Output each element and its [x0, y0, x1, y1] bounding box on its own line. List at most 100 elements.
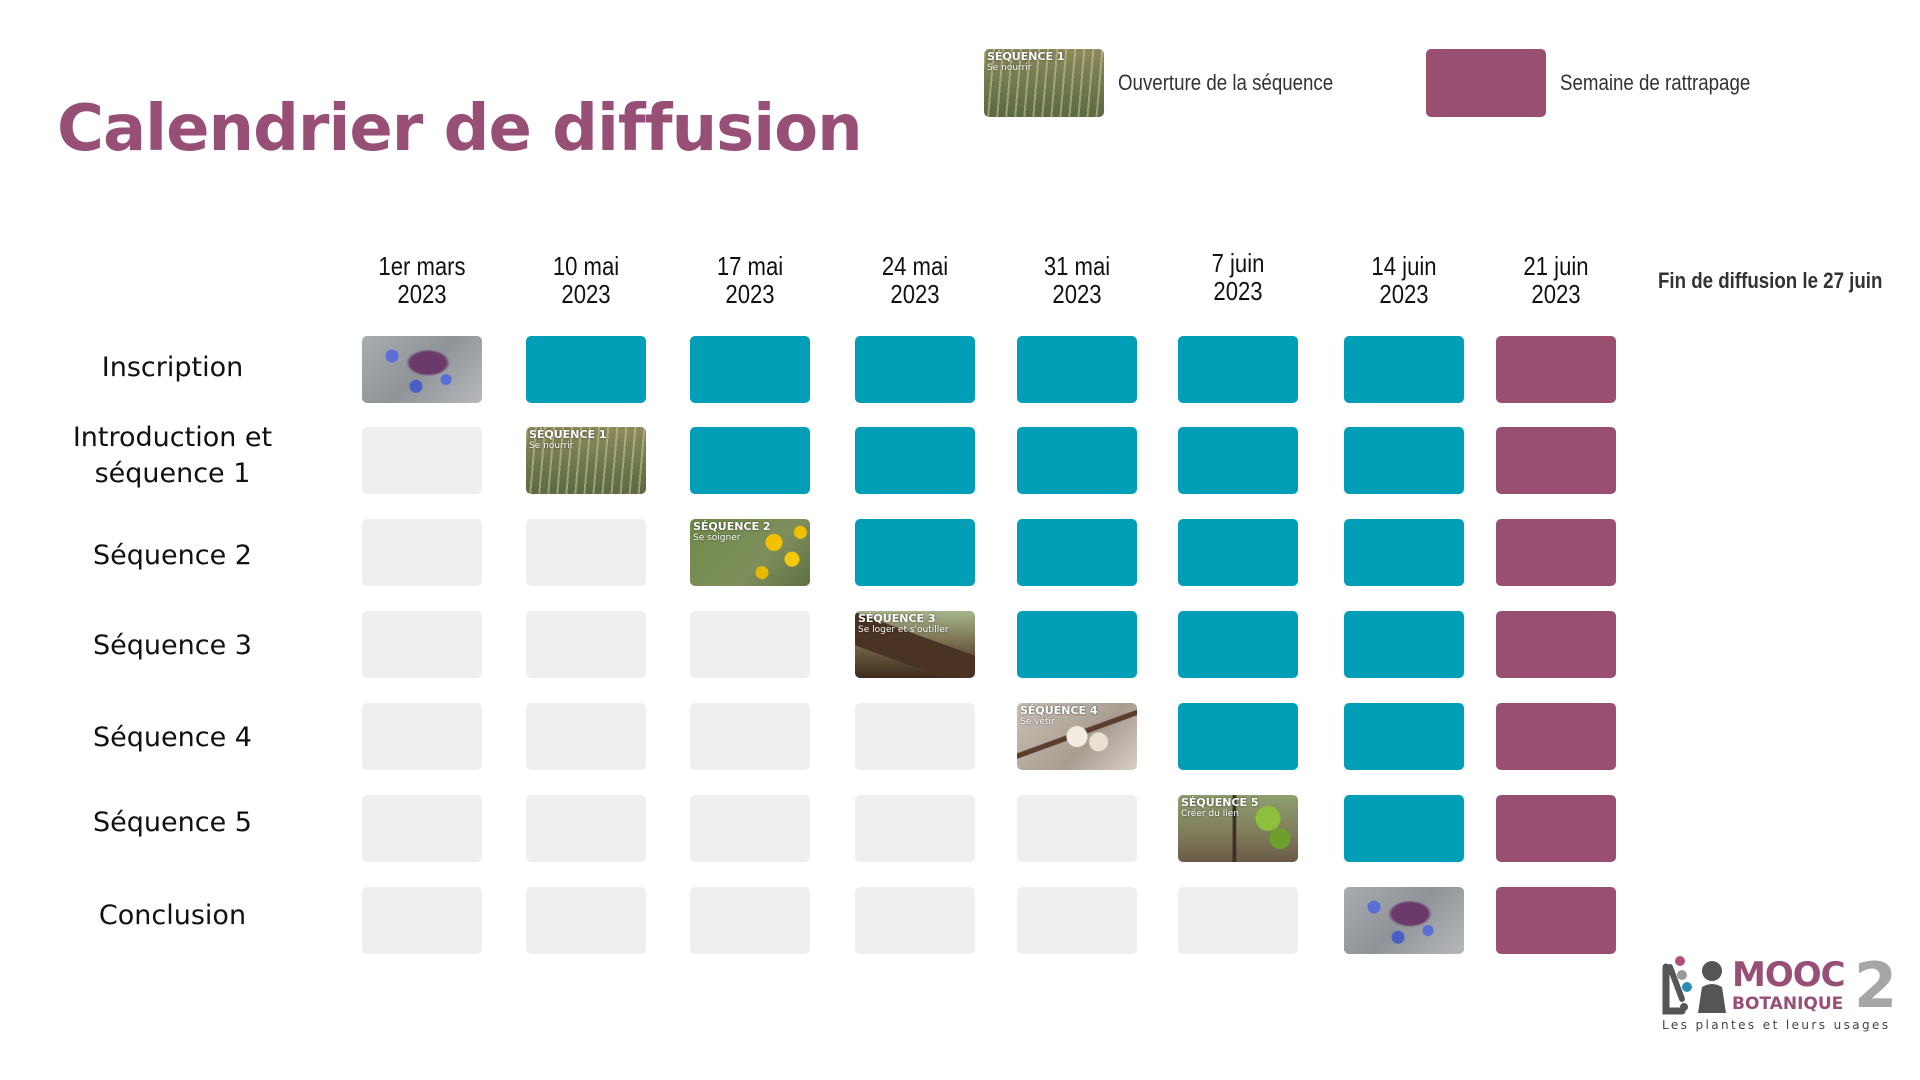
- row-label: Conclusion: [98, 900, 247, 931]
- thumbnail-title: SÉQUENCE 5: [1181, 796, 1259, 809]
- column-header: 31 mai 2023: [1018, 252, 1137, 308]
- open-week-cell: [1178, 336, 1298, 403]
- empty-week-cell: [690, 795, 810, 862]
- column-header: 24 mai 2023: [856, 252, 975, 308]
- column-header: 21 juin 2023: [1497, 252, 1616, 308]
- column-header-date: 17 mai: [716, 251, 784, 281]
- empty-week-cell: [362, 887, 482, 954]
- open-week-cell: [1017, 427, 1137, 494]
- mooc-logo: MOOC BOTANIQUE 2 Les plantes et leurs us…: [1660, 949, 1900, 1035]
- thumbnail-title: SÉQUENCE 2: [693, 520, 771, 533]
- sequence-opening-thumbnail: SÉQUENCE 4 Se vêtir: [1017, 703, 1137, 770]
- column-header-date: 10 mai: [552, 251, 620, 281]
- column-header: 7 juin 2023: [1179, 249, 1298, 305]
- sequence-opening-thumbnail: SÉQUENCE 5 Créer du lien: [1178, 795, 1298, 862]
- logo-botanique: BOTANIQUE: [1732, 994, 1844, 1014]
- empty-week-cell: [855, 703, 975, 770]
- empty-week-cell: [526, 611, 646, 678]
- column-header-year: 2023: [397, 279, 447, 309]
- open-week-cell: [1344, 519, 1464, 586]
- logo-mooc: MOOC: [1732, 955, 1846, 995]
- row-label: Introduction et séquence 1: [72, 422, 273, 489]
- column-header-year: 2023: [1213, 276, 1263, 306]
- column-header: 10 mai 2023: [527, 252, 646, 308]
- column-header-date: 21 juin: [1523, 251, 1589, 281]
- open-week-cell: [1344, 611, 1464, 678]
- open-week-cell: [690, 427, 810, 494]
- column-header-date: 24 mai: [881, 251, 949, 281]
- empty-week-cell: [1017, 795, 1137, 862]
- sequence-opening-thumbnail: [362, 336, 482, 403]
- column-header: 14 juin 2023: [1345, 252, 1464, 308]
- empty-week-cell: [362, 795, 482, 862]
- page-title: Calendrier de diffusion: [57, 92, 863, 166]
- thumbnail-subtitle: Se vêtir: [1020, 717, 1055, 727]
- catchup-week-cell: [1496, 427, 1616, 494]
- open-week-cell: [1017, 519, 1137, 586]
- sequence-opening-thumbnail: SÉQUENCE 3 Se loger et s'outiller: [855, 611, 975, 678]
- logo-number: 2: [1854, 949, 1898, 1022]
- sequence-opening-thumbnail: SÉQUENCE 2 Se soigner: [690, 519, 810, 586]
- thumbnail-subtitle: Se loger et s'outiller: [858, 625, 949, 635]
- open-week-cell: [1178, 427, 1298, 494]
- row-label: Séquence 4: [93, 722, 252, 753]
- open-week-cell: [1178, 519, 1298, 586]
- open-week-cell: [855, 519, 975, 586]
- legend-swatch-sub: Se nourrir: [987, 63, 1032, 73]
- empty-week-cell: [362, 519, 482, 586]
- column-header-date: 1er mars: [378, 251, 466, 281]
- open-week-cell: [1017, 611, 1137, 678]
- thumbnail-title: SÉQUENCE 4: [1020, 704, 1098, 717]
- catchup-week-cell: [1496, 336, 1616, 403]
- empty-week-cell: [526, 519, 646, 586]
- empty-week-cell: [526, 703, 646, 770]
- catchup-week-cell: [1496, 887, 1616, 954]
- thumbnail-subtitle: Se nourrir: [529, 441, 574, 451]
- column-header-date: 31 mai: [1043, 251, 1111, 281]
- empty-week-cell: [855, 795, 975, 862]
- open-week-cell: [690, 336, 810, 403]
- legend-opening-label: Ouverture de la séquence: [1118, 70, 1334, 95]
- column-header-year: 2023: [1052, 279, 1102, 309]
- column-header-year: 2023: [1531, 279, 1581, 309]
- empty-week-cell: [526, 887, 646, 954]
- legend-catchup-label: Semaine de rattrapage: [1560, 70, 1751, 95]
- column-header-year: 2023: [890, 279, 940, 309]
- column-header-year: 2023: [1379, 279, 1429, 309]
- sequence-opening-thumbnail: [1344, 887, 1464, 954]
- empty-week-cell: [690, 887, 810, 954]
- empty-week-cell: [690, 703, 810, 770]
- empty-week-cell: [690, 611, 810, 678]
- catchup-week-cell: [1496, 795, 1616, 862]
- open-week-cell: [1344, 427, 1464, 494]
- thumbnail-title: SÉQUENCE 1: [529, 428, 607, 441]
- end-note: Fin de diffusion le 27 juin: [1658, 268, 1883, 293]
- legend-swatch-title: SÉQUENCE 1: [987, 50, 1065, 63]
- open-week-cell: [526, 336, 646, 403]
- logo-tagline: Les plantes et leurs usages: [1662, 1018, 1891, 1032]
- empty-week-cell: [1178, 887, 1298, 954]
- row-label: Séquence 3: [93, 630, 252, 661]
- empty-week-cell: [526, 795, 646, 862]
- legend-opening-swatch: SÉQUENCE 1 Se nourrir: [984, 49, 1104, 117]
- open-week-cell: [1017, 336, 1137, 403]
- column-header-year: 2023: [561, 279, 611, 309]
- thumbnail-subtitle: Créer du lien: [1181, 809, 1239, 819]
- catchup-week-cell: [1496, 703, 1616, 770]
- sequence-opening-thumbnail: SÉQUENCE 1 Se nourrir: [526, 427, 646, 494]
- row-label: Séquence 2: [93, 540, 252, 571]
- column-header-date: 7 juin: [1211, 248, 1265, 278]
- catchup-week-cell: [1496, 519, 1616, 586]
- column-header: 17 mai 2023: [691, 252, 810, 308]
- open-week-cell: [1178, 703, 1298, 770]
- empty-week-cell: [362, 703, 482, 770]
- row-label: Séquence 5: [93, 807, 252, 838]
- empty-week-cell: [362, 611, 482, 678]
- row-label: Inscription: [101, 352, 244, 383]
- catchup-week-cell: [1496, 611, 1616, 678]
- column-header-date: 14 juin: [1371, 251, 1437, 281]
- column-header-year: 2023: [725, 279, 775, 309]
- empty-week-cell: [1017, 887, 1137, 954]
- legend-catchup: Semaine de rattrapage: [1426, 49, 1784, 117]
- thumbnail-subtitle: Se soigner: [693, 533, 741, 543]
